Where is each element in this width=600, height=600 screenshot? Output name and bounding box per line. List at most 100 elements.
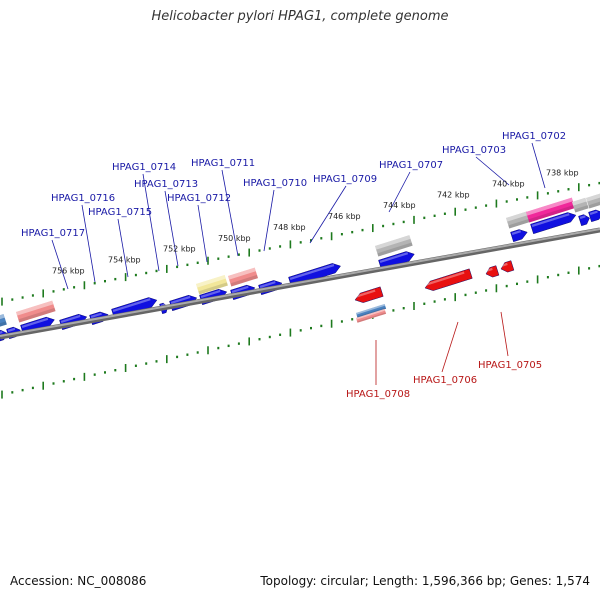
forward-label-leader bbox=[197, 204, 208, 263]
outer-tick-track bbox=[1, 181, 600, 306]
forward-gene-arrow bbox=[578, 214, 590, 227]
reverse-gene-track bbox=[354, 260, 515, 303]
feature-block-gray-gloss bbox=[586, 193, 600, 202]
forward-gene-label: HPAG1_0714 bbox=[112, 162, 176, 173]
forward-label-leader bbox=[51, 239, 69, 290]
reverse-gene-arrow bbox=[424, 268, 473, 291]
forward-gene-arrow-shine bbox=[7, 327, 16, 332]
feature-block-gray-fill bbox=[375, 235, 413, 257]
forward-gene-arrow-shine bbox=[200, 289, 221, 298]
feature-block-gray bbox=[375, 235, 413, 257]
reverse-gene-label: HPAG1_0706 bbox=[413, 375, 477, 386]
reverse-gene-arrow-body bbox=[485, 265, 500, 278]
feature-block-steel-fill bbox=[356, 303, 387, 318]
forward-label-leader bbox=[81, 204, 96, 283]
scale-label: 742 kbp bbox=[437, 190, 470, 199]
forward-gene-arrow bbox=[510, 229, 528, 243]
forward-gene-label: HPAG1_0710 bbox=[243, 178, 307, 189]
forward-label-leader bbox=[531, 142, 546, 189]
forward-gene-arrow-shine bbox=[531, 213, 570, 227]
forward-gene-label: HPAG1_0702 bbox=[502, 131, 566, 142]
feature-block-pink bbox=[526, 197, 576, 223]
scale-label: 750 kbp bbox=[218, 234, 251, 243]
forward-gene-arrow-body bbox=[510, 229, 528, 243]
forward-gene-arrow-shine bbox=[90, 312, 102, 318]
forward-gene-label: HPAG1_0707 bbox=[379, 160, 443, 171]
reverse-label-leader bbox=[441, 321, 459, 373]
feature-block-salmon-shade bbox=[230, 274, 259, 287]
feature-block-yellow bbox=[196, 274, 228, 295]
reverse-gene-arrow-body bbox=[424, 268, 473, 291]
accession-label: Accession: NC_008086 bbox=[10, 574, 147, 588]
forward-gene-label: HPAG1_0717 bbox=[21, 228, 85, 239]
feature-block-gray-shade bbox=[377, 242, 413, 257]
feature-block-gray bbox=[506, 211, 531, 229]
forward-gene-arrow-shine bbox=[589, 210, 598, 215]
feature-block-pink-gloss bbox=[526, 197, 573, 216]
feature-block-gray-gloss bbox=[572, 197, 587, 206]
reverse-gene-arrow bbox=[485, 265, 500, 278]
forward-label-leader bbox=[117, 218, 129, 278]
forward-gene-arrow-shine bbox=[379, 252, 409, 263]
reverse-gene-arrow bbox=[500, 260, 515, 273]
forward-label-leader bbox=[309, 185, 347, 244]
reverse-gene-arrow-shine bbox=[354, 289, 376, 298]
forward-gene-label: HPAG1_0716 bbox=[51, 193, 115, 204]
feature-block-yellow-shade bbox=[198, 282, 228, 295]
genome-backbone bbox=[0, 227, 600, 340]
forward-gene-arrow-body bbox=[530, 212, 577, 235]
scale-label: 744 kbp bbox=[383, 201, 416, 210]
scale-labels: 756 kbp 754 kbp 752 kbp 750 kbp 748 kbp 746 k… bbox=[52, 169, 579, 276]
feature-block-salmon-shade bbox=[18, 307, 56, 323]
feature-block-gray-fill bbox=[572, 197, 589, 213]
forward-gene-arrow bbox=[530, 212, 577, 235]
forward-gene-arrow-shine bbox=[60, 314, 81, 323]
forward-gene-arrow-shine bbox=[0, 330, 3, 335]
feature-block-salmon-shade bbox=[357, 312, 387, 323]
reverse-gene-arrow-shine bbox=[500, 262, 508, 267]
forward-gene-label: HPAG1_0713 bbox=[134, 179, 198, 190]
feature-block-gray-gloss bbox=[506, 211, 529, 222]
scale-label: 740 kbp bbox=[492, 179, 525, 188]
feature-block-salmon-fill bbox=[15, 300, 56, 323]
reverse-gene-arrow-shine bbox=[424, 271, 465, 286]
scale-label: 752 kbp bbox=[163, 245, 196, 254]
feature-block-salmon-gloss bbox=[15, 300, 54, 316]
forward-gene-arrow-shine bbox=[170, 295, 191, 304]
forward-gene-arrow-shine bbox=[579, 215, 586, 219]
forward-gene-arrow-shine bbox=[289, 264, 335, 280]
map-title: Helicobacter pylori HPAG1, complete geno… bbox=[151, 9, 449, 24]
feature-block-salmon bbox=[356, 308, 387, 323]
scale-label: 754 kbp bbox=[108, 256, 141, 265]
feature-block-steel bbox=[356, 303, 387, 318]
forward-gene-label: HPAG1_0711 bbox=[191, 158, 255, 169]
forward-gene-arrow-body bbox=[578, 214, 590, 227]
forward-gene-label: HPAG1_0715 bbox=[88, 207, 152, 218]
feature-block-steel-shade bbox=[357, 307, 387, 318]
feature-block-pink-shade bbox=[528, 204, 576, 223]
forward-label-leader bbox=[221, 169, 239, 257]
forward-gene-arrow-shine bbox=[231, 285, 249, 293]
feature-block-gray-shade bbox=[574, 205, 589, 213]
forward-label-leader bbox=[164, 190, 179, 267]
feature-track bbox=[0, 193, 600, 328]
forward-gene-arrow-shine bbox=[511, 230, 521, 235]
feature-block-salmon-gloss bbox=[228, 267, 256, 280]
genome-summary: Topology: circular; Length: 1,596,366 bp… bbox=[260, 574, 590, 588]
scale-label: 748 kbp bbox=[273, 223, 306, 232]
forward-label-leader bbox=[475, 156, 510, 186]
feature-block-gray-shade bbox=[508, 218, 531, 229]
backbone-highlight bbox=[0, 228, 600, 337]
scale-label: 756 kbp bbox=[52, 267, 85, 276]
feature-block-steel bbox=[0, 313, 7, 328]
forward-gene-arrow-body bbox=[588, 209, 600, 223]
feature-block-salmon bbox=[228, 267, 259, 287]
feature-block-salmon-fill bbox=[228, 267, 259, 287]
forward-gene-arrow bbox=[588, 209, 600, 223]
scale-label: 746 kbp bbox=[328, 212, 361, 221]
reverse-gene-arrow bbox=[354, 286, 384, 303]
feature-block-steel-gloss bbox=[0, 313, 5, 321]
feature-block-salmon bbox=[15, 300, 56, 323]
forward-gene-label: HPAG1_0709 bbox=[313, 174, 377, 185]
forward-label-leader bbox=[142, 173, 160, 272]
